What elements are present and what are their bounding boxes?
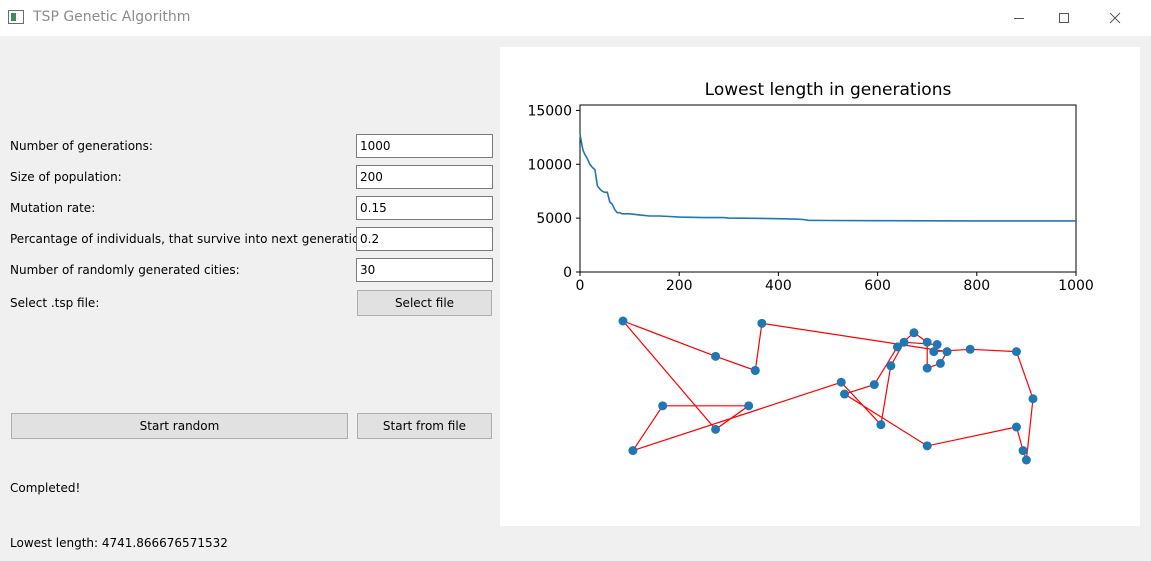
cities-count-label: Number of randomly generated cities: — [10, 263, 240, 277]
city-point — [886, 361, 896, 371]
select-file-button[interactable]: Select file — [357, 290, 492, 316]
population-label: Size of population: — [10, 170, 122, 184]
mutation-rate-label: Mutation rate: — [10, 201, 96, 215]
x-tick-label: 600 — [864, 278, 891, 294]
city-point — [876, 420, 886, 430]
start-from-file-button[interactable]: Start from file — [357, 413, 492, 439]
city-point — [618, 316, 628, 326]
city-point — [922, 441, 932, 451]
window-title: TSP Genetic Algorithm — [33, 9, 191, 25]
generations-input[interactable] — [356, 134, 493, 158]
city-point — [942, 347, 952, 357]
city-point — [711, 351, 721, 361]
city-point — [922, 363, 932, 373]
close-icon — [1109, 12, 1121, 24]
city-point — [750, 365, 760, 375]
survival-rate-input[interactable] — [356, 227, 493, 251]
city-point — [1018, 446, 1028, 456]
chart-title: Lowest length in generations — [705, 80, 952, 100]
y-tick-label: 10000 — [527, 157, 572, 173]
tsp-route-plot — [618, 316, 1038, 465]
lowest-length-readout: Lowest length: 4741.866676571532 — [10, 536, 228, 550]
y-tick-label: 15000 — [527, 103, 572, 119]
minimize-button[interactable] — [996, 0, 1042, 36]
city-point — [628, 446, 638, 456]
city-point — [658, 401, 668, 411]
y-tick-label: 5000 — [536, 211, 572, 227]
tsp-file-label: Select .tsp file: — [10, 296, 100, 310]
city-point — [757, 318, 767, 328]
plots-svg: Lowest length in generations 0 200 400 600 8… — [527, 80, 1094, 465]
city-point — [1011, 422, 1021, 432]
generations-label: Number of generations: — [10, 139, 153, 153]
survival-rate-label: Percantage of individuals, that survive … — [10, 232, 372, 246]
x-tick-label: 1000 — [1058, 278, 1094, 294]
x-tick-label: 400 — [765, 278, 792, 294]
city-point — [935, 358, 945, 368]
app-icon — [8, 10, 24, 24]
chart-frame — [579, 104, 1077, 273]
city-point — [899, 337, 909, 347]
city-point — [965, 344, 975, 354]
start-random-button[interactable]: Start random — [11, 413, 348, 439]
city-point — [744, 401, 754, 411]
route-path — [622, 320, 1034, 461]
status-message: Completed! — [10, 481, 81, 495]
city-point — [711, 424, 721, 434]
city-point — [932, 340, 942, 350]
minimize-icon — [1014, 18, 1024, 19]
title-bar: TSP Genetic Algorithm — [0, 0, 1151, 36]
city-point — [892, 342, 902, 352]
plot-canvas: Lowest length in generations 0 200 400 600 8… — [500, 47, 1140, 526]
close-button[interactable] — [1092, 0, 1138, 36]
x-tick-label: 800 — [963, 278, 990, 294]
city-point — [836, 377, 846, 387]
cities-count-input[interactable] — [356, 258, 493, 282]
city-point — [840, 389, 850, 399]
city-point — [922, 337, 932, 347]
city-point — [1021, 455, 1031, 465]
y-tick-label: 0 — [563, 265, 572, 281]
mutation-rate-input[interactable] — [356, 196, 493, 220]
population-input[interactable] — [356, 165, 493, 189]
city-point — [1011, 347, 1021, 357]
maximize-icon — [1059, 13, 1069, 23]
maximize-button[interactable] — [1041, 0, 1087, 36]
city-point — [869, 380, 879, 390]
city-point — [929, 347, 939, 357]
lowest-length-series — [579, 133, 1076, 222]
x-tick-label: 200 — [666, 278, 693, 294]
x-tick-label: 0 — [576, 278, 585, 294]
city-point — [1028, 394, 1038, 404]
city-point — [909, 328, 919, 338]
